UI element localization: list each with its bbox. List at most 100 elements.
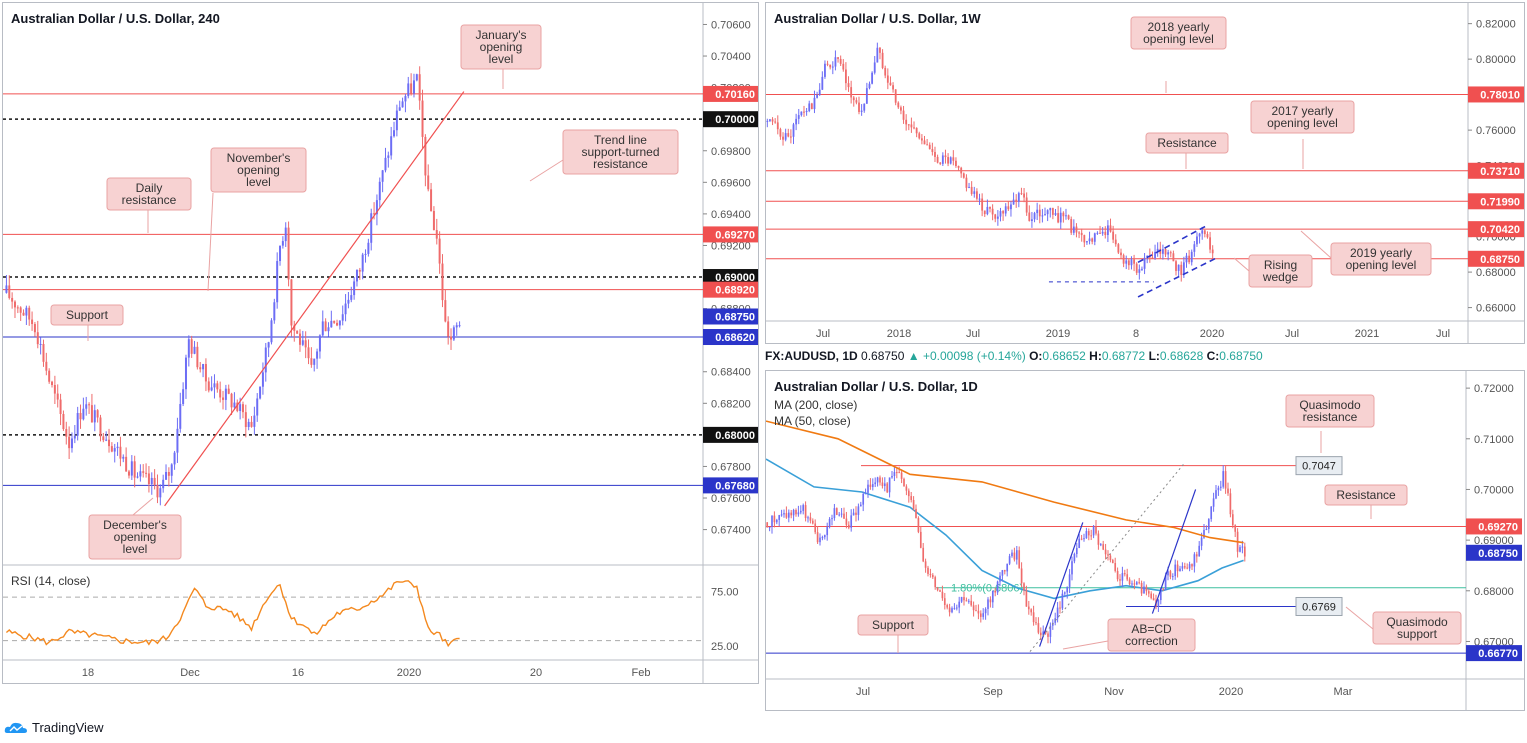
d1-candle (1138, 582, 1141, 584)
w1-candle (1203, 230, 1206, 235)
w1-candle (1020, 193, 1023, 195)
w1-candle (1010, 204, 1012, 210)
d1-candle (850, 515, 853, 528)
h4-candle (153, 477, 156, 486)
d1-candle (1037, 623, 1040, 633)
h4-candle (85, 404, 88, 409)
h4-candle (373, 213, 376, 215)
d1-candle (775, 519, 778, 523)
d1-candle (869, 484, 872, 487)
h4-candle (219, 389, 222, 398)
h4-candle (333, 320, 336, 323)
h4-candle (367, 242, 370, 254)
level-tag-bg (1466, 518, 1522, 535)
x-tick-label: 2020 (1219, 686, 1243, 698)
h4-candle (441, 263, 444, 301)
d1-candle (905, 486, 908, 491)
d1-candle (1219, 486, 1222, 488)
d1-candle (1195, 554, 1198, 557)
h4-candle (239, 404, 242, 411)
d1-candle (917, 518, 920, 532)
chart-1d-svg[interactable]: 0.720000.710000.700000.690000.680000.670… (766, 371, 1525, 711)
chart-panel-240[interactable]: 0.706000.704000.702000.700000.698000.696… (2, 2, 759, 684)
annotation-box (1248, 254, 1313, 288)
w1-candle (1057, 213, 1060, 223)
h4-candle (51, 381, 54, 385)
d1-candle (929, 573, 932, 575)
h4-candle (398, 107, 401, 111)
w1-candle (1120, 252, 1122, 256)
w1-candle (1106, 225, 1109, 236)
chart-240-svg[interactable]: 0.706000.704000.702000.700000.698000.696… (3, 3, 759, 684)
footer-brand[interactable]: TradingView (4, 720, 104, 735)
h4-candle (39, 344, 42, 346)
y-tick-label: 0.67800 (711, 461, 751, 473)
w1-candle (1025, 197, 1028, 213)
w1-candle (1196, 236, 1198, 245)
d1-candle (907, 490, 910, 497)
x-tick-label: Jul (856, 686, 870, 698)
level-tag: 0.68920 (715, 285, 755, 297)
w1-candle (1206, 234, 1209, 238)
d1-candle (989, 599, 992, 603)
low-label: L: (1148, 349, 1160, 363)
level-tag: 0.68750 (1480, 254, 1520, 266)
chart-panel-1d[interactable]: 0.72000 0.71000 0.70000 0.69000 0.68000 0.670… (765, 370, 1525, 711)
h4-candle (133, 461, 136, 478)
h4-candle (353, 281, 356, 296)
h4-candle (415, 74, 418, 81)
d1-candle (1085, 531, 1088, 539)
d1-candle (821, 537, 824, 539)
h4-candle (90, 405, 93, 423)
w1-candle (1088, 238, 1091, 242)
d1-candle (1186, 567, 1189, 569)
x-tick-label: 18 (82, 667, 94, 679)
d1-candle (768, 526, 771, 528)
w1-candle (1164, 249, 1167, 255)
d1-candle (766, 522, 769, 528)
level-tag: 0.69270 (715, 229, 755, 241)
annotation-box (1145, 132, 1229, 154)
brand-name: TradingView (32, 720, 104, 735)
d1-candle (1015, 550, 1018, 560)
d1-candle (855, 512, 857, 515)
d1-candle (1198, 545, 1201, 557)
d1-candle (948, 607, 951, 613)
close-value: 0.68750 (1219, 349, 1263, 363)
d1-candle (955, 607, 958, 609)
d1-candle (987, 599, 989, 609)
w1-candle (863, 103, 866, 111)
w1-candle (957, 165, 960, 168)
y-tick-label: 0.66000 (1476, 303, 1516, 315)
d1-candle (924, 561, 927, 568)
w1-candle (774, 121, 777, 123)
h4-candle (108, 439, 111, 447)
w1-candle (829, 64, 832, 68)
h4-candle (435, 230, 438, 239)
y-tick-label: 0.68000 (1476, 267, 1516, 279)
d1-candle (972, 605, 975, 611)
w1-candle (910, 124, 913, 128)
d1-candle (1104, 549, 1107, 555)
h4-candle (145, 472, 148, 474)
h4-candle (284, 227, 287, 242)
w1-candle (1028, 212, 1031, 222)
chart-1w-svg[interactable]: 0.820000.800000.780000.760000.740000.720… (766, 3, 1525, 344)
d1-candle (840, 513, 843, 515)
d1-candle (1080, 538, 1083, 540)
w1-candle (797, 115, 800, 119)
d1-candle (828, 519, 831, 527)
w1-candle (1161, 249, 1164, 254)
h4-candle (375, 200, 378, 215)
d1-candle (857, 506, 860, 515)
d1-candle (1003, 570, 1006, 572)
w1-candle (1007, 206, 1010, 210)
current-price-tag: 0.68750 (1478, 548, 1518, 560)
d1-candle (1059, 607, 1061, 609)
d1-candle (1099, 544, 1102, 546)
chart-panel-1w[interactable]: 0.820000.800000.780000.760000.740000.720… (765, 2, 1525, 344)
w1-candle (884, 67, 887, 76)
w1-candle (1185, 255, 1188, 263)
h4-candle (304, 340, 307, 348)
w1-candle (994, 214, 997, 219)
